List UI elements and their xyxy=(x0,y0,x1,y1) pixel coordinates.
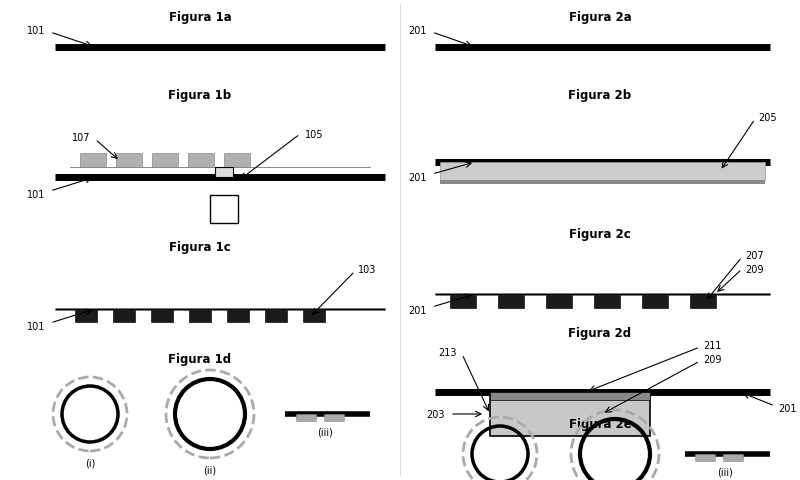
Text: Figura 2c: Figura 2c xyxy=(569,228,631,241)
Bar xyxy=(215,168,233,178)
Text: 211: 211 xyxy=(703,340,722,350)
Text: 201: 201 xyxy=(409,305,427,315)
Bar xyxy=(224,154,250,168)
Bar xyxy=(450,294,476,308)
Text: Figura 1c: Figura 1c xyxy=(169,241,231,254)
Text: (iii): (iii) xyxy=(717,467,733,477)
Text: Figura 1b: Figura 1b xyxy=(169,88,231,101)
Bar xyxy=(695,454,715,461)
Text: (i): (i) xyxy=(85,458,95,468)
Text: 105: 105 xyxy=(305,130,323,140)
Bar xyxy=(116,154,142,168)
Bar xyxy=(303,309,325,323)
Text: 201: 201 xyxy=(409,173,427,182)
Bar xyxy=(189,309,211,323)
Bar xyxy=(152,154,178,168)
Bar xyxy=(490,392,650,436)
Bar xyxy=(594,294,620,308)
Bar xyxy=(151,309,173,323)
Bar xyxy=(324,414,344,421)
Text: 201: 201 xyxy=(409,26,427,36)
Text: 203: 203 xyxy=(426,409,445,419)
Text: (iii): (iii) xyxy=(317,427,333,437)
Text: 201: 201 xyxy=(778,403,797,413)
Text: Figura 2a: Figura 2a xyxy=(569,12,631,24)
Text: 103: 103 xyxy=(358,264,376,275)
Bar xyxy=(188,154,214,168)
Text: Figura 1a: Figura 1a xyxy=(169,12,231,24)
Bar xyxy=(723,454,743,461)
Bar xyxy=(113,309,135,323)
Text: 213: 213 xyxy=(438,347,457,357)
Text: 207: 207 xyxy=(745,251,764,261)
Text: (ii): (ii) xyxy=(203,465,217,475)
Text: 209: 209 xyxy=(745,264,763,275)
Bar xyxy=(490,392,650,400)
Bar xyxy=(498,294,524,308)
Bar xyxy=(642,294,668,308)
Text: 101: 101 xyxy=(26,26,45,36)
Text: 107: 107 xyxy=(71,133,90,143)
Text: Figura 2d: Figura 2d xyxy=(569,326,631,339)
Text: Figura 2e: Figura 2e xyxy=(569,418,631,431)
Bar xyxy=(546,294,572,308)
Bar xyxy=(440,163,765,180)
Bar xyxy=(690,294,716,308)
Text: Figura 2b: Figura 2b xyxy=(569,88,631,101)
Text: 205: 205 xyxy=(758,113,777,123)
Text: Figura 1d: Figura 1d xyxy=(169,353,231,366)
Bar xyxy=(210,195,238,224)
Text: 209: 209 xyxy=(703,354,722,364)
Bar xyxy=(296,414,316,421)
Bar xyxy=(440,180,765,185)
Bar xyxy=(265,309,287,323)
Bar xyxy=(227,309,249,323)
Bar xyxy=(75,309,97,323)
Bar xyxy=(80,154,106,168)
Text: 101: 101 xyxy=(26,190,45,200)
Text: 101: 101 xyxy=(26,321,45,331)
